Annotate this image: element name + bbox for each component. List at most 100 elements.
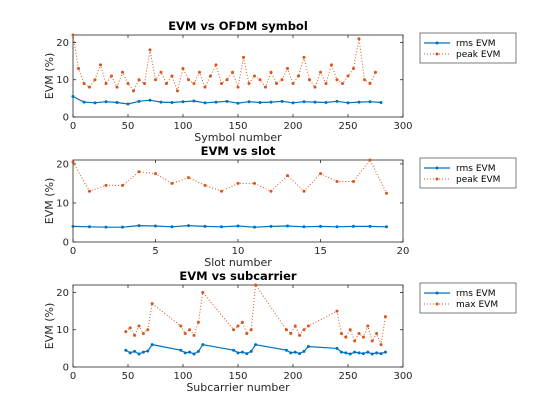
data-point-1 <box>335 225 339 229</box>
data-point-1 <box>82 100 86 104</box>
data-point-2 <box>196 320 200 324</box>
data-point-1 <box>128 351 132 355</box>
data-point-1 <box>280 99 284 103</box>
data-point-2 <box>247 81 251 85</box>
data-point-1 <box>361 352 365 356</box>
data-point-2 <box>297 74 300 78</box>
plot-area <box>72 159 404 243</box>
series-line-1 <box>72 224 387 228</box>
data-point-2 <box>353 339 357 343</box>
data-point-2 <box>110 74 113 78</box>
data-point-1 <box>319 224 322 228</box>
data-point-2 <box>203 85 207 89</box>
data-point-2 <box>383 315 387 319</box>
data-point-1 <box>357 351 361 355</box>
data-point-2 <box>146 328 150 332</box>
x-axis-label: Subcarrier number <box>186 381 290 394</box>
data-point-1 <box>188 350 192 354</box>
data-point-2 <box>93 78 97 82</box>
data-point-2 <box>313 85 317 89</box>
x-tick-label: 150 <box>228 371 247 382</box>
data-point-2 <box>133 333 137 337</box>
data-point-2 <box>291 81 295 85</box>
data-point-1 <box>366 350 370 354</box>
data-point-1 <box>385 225 388 229</box>
data-point-2 <box>192 81 196 85</box>
data-point-2 <box>269 70 273 74</box>
data-point-2 <box>242 55 245 59</box>
data-point-2 <box>341 81 344 85</box>
x-tick-label: 0 <box>70 121 76 132</box>
data-point-1 <box>368 100 372 104</box>
data-point-2 <box>361 335 365 339</box>
data-point-2 <box>253 74 256 78</box>
data-point-2 <box>154 78 157 82</box>
chart-title: EVM vs OFDM symbol <box>168 19 308 33</box>
y-axis-label: EVM (%) <box>43 303 56 350</box>
data-point-2 <box>220 81 223 85</box>
data-point-2 <box>335 78 339 82</box>
data-point-2 <box>385 191 388 195</box>
data-point-1 <box>104 225 108 229</box>
data-point-1 <box>187 224 190 228</box>
data-point-1 <box>302 349 306 353</box>
data-point-2 <box>253 181 256 185</box>
chart-title: EVM vs subcarrier <box>179 269 296 283</box>
data-point-2 <box>124 330 128 334</box>
data-point-2 <box>99 63 102 67</box>
data-point-2 <box>275 81 278 85</box>
data-point-2 <box>308 78 311 82</box>
data-point-1 <box>192 99 196 103</box>
y-tick-label: 10 <box>56 325 69 336</box>
data-point-2 <box>121 183 124 187</box>
data-point-1 <box>298 352 302 356</box>
data-point-2 <box>335 179 339 183</box>
data-point-2 <box>245 331 249 335</box>
data-point-2 <box>88 85 91 89</box>
legend-box <box>419 282 517 314</box>
legend-label-1: rms EVM <box>456 39 495 49</box>
data-point-1 <box>379 352 383 356</box>
data-point-1 <box>236 101 240 105</box>
data-point-1 <box>104 100 108 104</box>
x-tick-label: 100 <box>173 371 192 382</box>
data-point-1 <box>137 224 141 228</box>
data-point-2 <box>306 324 310 328</box>
y-tick-label: 20 <box>56 159 69 170</box>
data-point-1 <box>232 348 236 352</box>
data-point-1 <box>370 352 374 356</box>
data-point-1 <box>159 100 163 104</box>
y-tick-label: 0 <box>63 238 69 249</box>
legend-box <box>419 32 517 64</box>
data-point-2 <box>115 85 119 89</box>
x-axis-label: Symbol number <box>194 131 282 144</box>
data-point-2 <box>363 78 366 82</box>
data-point-2 <box>339 331 343 335</box>
data-point-2 <box>225 78 229 82</box>
data-point-2 <box>231 70 234 74</box>
data-point-1 <box>383 350 387 354</box>
data-point-1 <box>247 100 251 104</box>
data-point-1 <box>146 349 150 353</box>
legend-label-2: peak EVM <box>456 175 500 185</box>
data-point-1 <box>201 343 205 347</box>
y-axis-label: EVM (%) <box>43 53 56 100</box>
x-tick-label: 300 <box>393 371 412 382</box>
data-point-2 <box>165 81 168 85</box>
data-point-2 <box>330 63 333 67</box>
data-point-2 <box>137 324 141 328</box>
data-point-2 <box>176 89 179 93</box>
data-point-1 <box>192 352 196 356</box>
data-point-2 <box>298 333 302 337</box>
data-point-1 <box>324 100 328 104</box>
data-point-2 <box>137 78 141 82</box>
data-point-2 <box>143 81 146 85</box>
data-point-1 <box>88 225 91 229</box>
data-point-1 <box>357 100 361 104</box>
data-point-2 <box>154 172 157 176</box>
chart-title: EVM vs slot <box>201 144 276 158</box>
data-point-1 <box>150 343 154 347</box>
data-point-2 <box>379 343 383 347</box>
x-tick-label: 300 <box>393 121 412 132</box>
data-point-1 <box>375 351 379 355</box>
